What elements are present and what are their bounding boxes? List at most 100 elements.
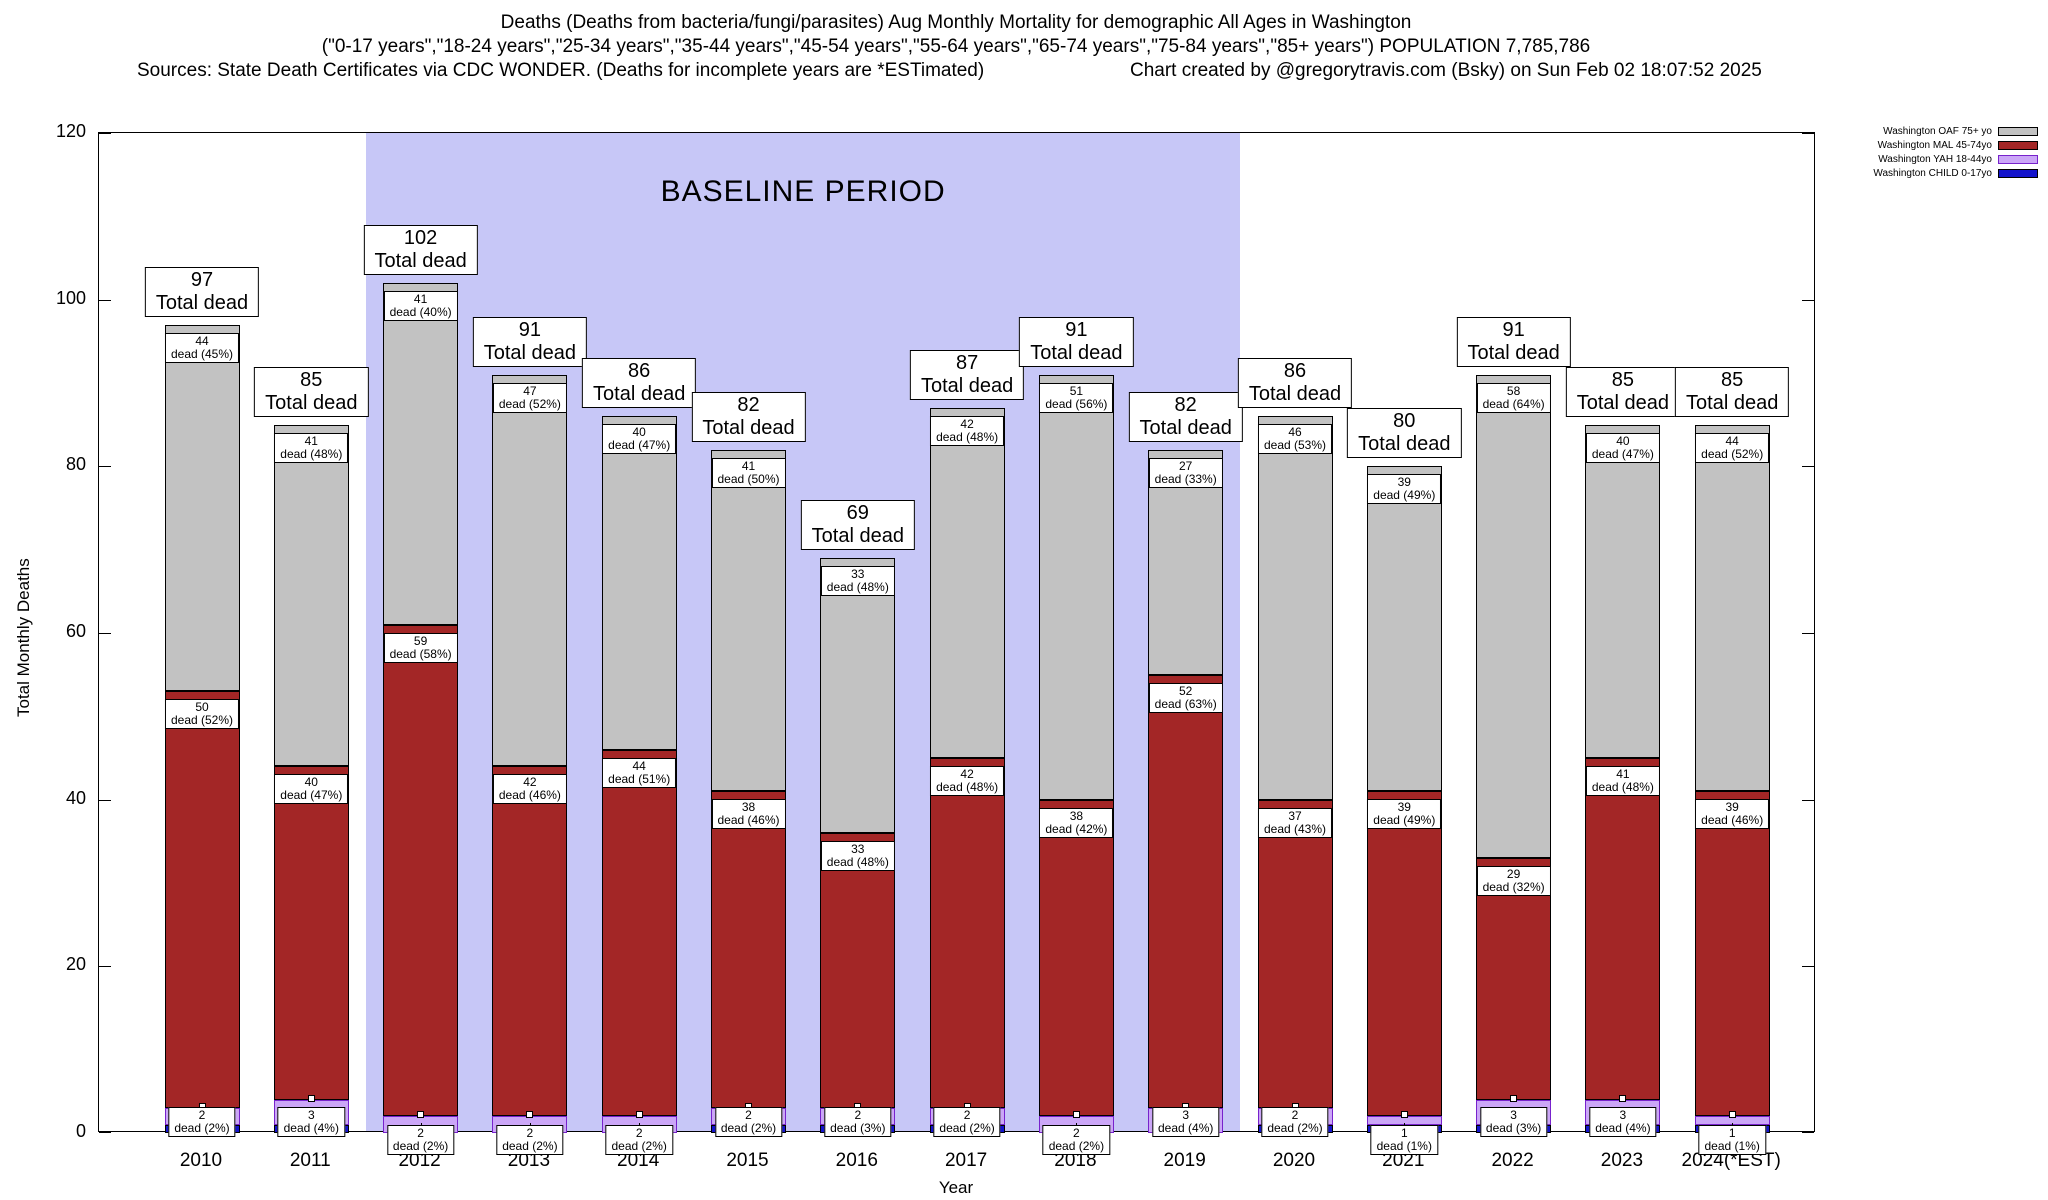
total-dead-label: 82 Total dead [691,391,806,442]
y-tick-mark [99,299,111,301]
bar-segment-mal-2018 [1038,799,1114,1117]
chart-credit-note: Chart created by @gregorytravis.com (Bsk… [1130,60,1762,81]
segment-label-oaf: 40 dead (47%) [602,424,677,455]
year-tick-label: 2010 [179,1150,223,1171]
segment-label-mal: 52 dead (63%) [1148,682,1223,713]
segment-label-mal: 37 dead (43%) [1257,807,1333,838]
point-marker [1728,1111,1736,1119]
bar-segment-mal-2012 [383,624,459,1117]
total-dead-label: 82 Total dead [1128,391,1243,442]
point-marker [307,1094,315,1102]
bar-segment-mal-2015 [711,791,786,1108]
segment-label-mal: 38 dead (46%) [711,799,786,830]
segment-label-mal: 33 dead (48%) [820,841,895,871]
bar-segment-oaf-2018 [1038,374,1114,800]
segment-label-yah: 2 dead (3%) [824,1107,892,1137]
legend-item: Washington MAL 45-74yo [1878,140,2038,151]
chart-sources-note: Sources: State Death Certificates via CD… [137,60,985,81]
bar-segment-mal-2010 [164,691,240,1108]
bar-segment-mal-2024(*EST) [1694,791,1770,1117]
point-marker [1400,1111,1408,1119]
legend-swatch-icon [1998,169,2038,178]
segment-label-yah: 3 dead (4%) [277,1107,345,1137]
y-tick-mark-right [1802,133,1814,134]
segment-label-yah: 1 dead (1%) [1370,1125,1438,1155]
segment-label-oaf: 42 dead (48%) [930,416,1005,446]
bar-segment-oaf-2024(*EST) [1694,424,1770,792]
segment-label-yah: 2 dead (2%) [714,1107,783,1137]
y-tick-mark [99,799,111,801]
total-dead-label: 87 Total dead [909,350,1025,400]
segment-label-yah: 2 dead (2%) [933,1107,1001,1137]
segment-label-oaf: 51 dead (56%) [1039,382,1114,413]
y-tick-mark-right [1802,799,1814,801]
total-dead-label: 85 Total dead [1675,366,1790,417]
segment-label-yah: 1 dead (1%) [1698,1125,1766,1155]
segment-label-yah: 2 dead (2%) [496,1125,564,1155]
legend-swatch-icon [1998,141,2038,150]
point-marker [1072,1111,1080,1119]
segment-label-oaf: 41 dead (48%) [274,432,349,463]
total-dead-label: 85 Total dead [1565,366,1681,417]
bar-segment-mal-2014 [601,749,677,1117]
bar-segment-oaf-2013 [492,374,568,767]
year-tick-label: 2021 [1382,1150,1425,1171]
year-tick-label: 2013 [507,1150,551,1171]
segment-label-oaf: 41 dead (50%) [711,457,786,488]
total-dead-label: 69 Total dead [800,500,915,550]
total-dead-label: 85 Total dead [254,366,369,417]
total-dead-label: 102 Total dead [363,225,478,275]
y-tick-mark [99,633,111,634]
segment-label-oaf: 27 dead (33%) [1148,457,1223,488]
segment-label-oaf: 46 dead (53%) [1257,424,1333,455]
y-tick-label: 100 [55,287,86,308]
total-dead-label: 80 Total dead [1347,408,1462,459]
point-marker [1619,1094,1627,1102]
segment-label-mal: 50 dead (52%) [164,699,240,730]
total-dead-label: 97 Total dead [144,266,260,317]
year-tick-label: 2014 [617,1150,660,1171]
bar-segment-oaf-2010 [164,324,240,692]
segment-label-yah: 2 dead (2%) [1261,1107,1329,1137]
year-tick-label: 2024(*EST) [1681,1150,1781,1171]
segment-label-yah: 2 dead (2%) [386,1125,455,1155]
chart-caption-row: Sources: State Death Certificates via CD… [0,60,2048,84]
segment-label-yah: 3 dead (3%) [1479,1107,1548,1137]
bar-segment-oaf-2015 [711,449,786,792]
y-tick-mark-right [1802,966,1814,968]
segment-label-yah: 2 dead (2%) [1042,1125,1111,1155]
segment-label-oaf: 41 dead (40%) [383,291,458,321]
y-tick-mark [99,1132,111,1133]
y-tick-mark [99,966,111,968]
legend: Washington OAF 75+ yo Washington MAL 45-7… [1873,126,2038,179]
year-tick-label: 2011 [289,1150,331,1171]
bar-segment-oaf-2012 [383,283,459,625]
baseline-period-label: BASELINE PERIOD [660,175,946,208]
bar-segment-mal-2013 [492,766,568,1117]
segment-label-yah: 3 dead (4%) [1152,1107,1220,1137]
bar-segment-mal-2016 [820,833,896,1108]
year-tick-label: 2019 [1163,1150,1206,1171]
year-tick-label: 2015 [726,1150,769,1171]
y-tick-mark-right [1802,466,1814,468]
y-tick-label: 40 [65,787,86,808]
y-tick-mark [99,133,111,134]
y-tick-label: 80 [65,454,86,475]
x-axis-title: Year [938,1178,974,1197]
y-tick-mark [99,466,111,468]
segment-label-mal: 40 dead (47%) [274,774,349,805]
bar-segment-oaf-2022 [1476,374,1552,858]
segment-label-oaf: 47 dead (52%) [492,382,567,413]
segment-label-mal: 38 dead (42%) [1039,807,1114,838]
bar-segment-oaf-2014 [601,416,677,750]
bar-segment-oaf-2011 [273,424,349,767]
segment-label-oaf: 58 dead (64%) [1476,382,1551,413]
legend-swatch-icon [1998,127,2038,136]
y-tick-mark-right [1802,299,1814,301]
year-tick-label: 2022 [1491,1150,1534,1171]
segment-label-mal: 39 dead (46%) [1695,799,1770,830]
y-tick-label: 60 [65,621,86,641]
bar-segment-mal-2017 [929,758,1005,1108]
point-marker [635,1111,643,1119]
total-dead-label: 91 Total dead [1456,316,1571,367]
